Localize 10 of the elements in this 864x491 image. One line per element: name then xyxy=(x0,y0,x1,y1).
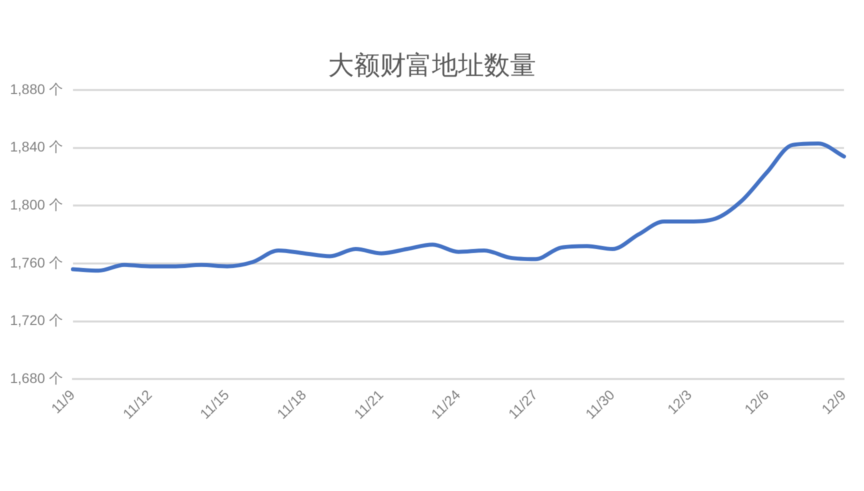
y-tick-label: 1,800 个 xyxy=(10,196,63,212)
y-tick-label: 1,680 个 xyxy=(10,370,63,386)
x-tick-label: 11/9 xyxy=(48,386,78,416)
chart-title: 大额财富地址数量 xyxy=(328,51,536,81)
x-tick-label: 12/3 xyxy=(664,386,695,418)
y-tick-label: 1,840 个 xyxy=(10,138,63,155)
line-series xyxy=(70,141,846,273)
y-tick-label: 1,880 个 xyxy=(10,80,63,97)
y-tick-label: 1,760 个 xyxy=(10,254,63,270)
y-tick-label: 1,720 个 xyxy=(10,312,63,328)
